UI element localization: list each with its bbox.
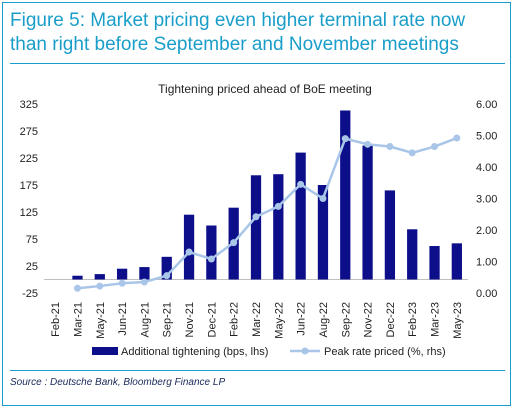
right-tick-label: 5.00: [476, 131, 497, 143]
line-path: [77, 136, 458, 290]
bar: [72, 275, 83, 280]
left-tick-label: -25: [22, 288, 38, 300]
bar: [183, 214, 195, 280]
line-point: [207, 255, 215, 263]
line-point: [140, 278, 148, 286]
line-point: [341, 135, 349, 143]
line-point: [96, 282, 104, 290]
bar: [317, 185, 329, 280]
legend-bar-label: Additional tightening (bps, lhs): [121, 346, 268, 358]
left-tick-label: 25: [26, 261, 38, 273]
x-tick-label: Dec-22: [385, 302, 397, 337]
bar: [273, 174, 284, 280]
chart-title: Tightening priced ahead of BoE meeting: [158, 82, 372, 96]
legend-line-label: Peak rate priced (%, rhs): [324, 346, 446, 358]
line-point: [297, 180, 305, 188]
title-divider: [10, 63, 505, 64]
bar: [94, 274, 105, 280]
right-tick-label: 0.00: [476, 288, 497, 300]
x-tick-label: Feb-21: [50, 302, 62, 337]
source-divider: [10, 370, 505, 371]
x-tick-label: May-22: [273, 302, 285, 339]
figure-title: Figure 5: Market pricing even higher ter…: [10, 10, 466, 55]
chart: Tightening priced ahead of BoE meeting 3…: [20, 82, 498, 358]
x-tick-label: Feb-22: [229, 302, 241, 337]
bar: [362, 145, 373, 280]
bar: [384, 190, 396, 280]
left-tick-label: 75: [26, 234, 38, 246]
right-axis-ticks: 6.00 5.00 4.00 3.00 2.00 1.00 0.00: [476, 99, 497, 300]
x-tick-label: Sep-21: [162, 302, 174, 337]
bar: [116, 268, 128, 280]
bar: [295, 152, 306, 280]
x-tick-label: Sep-22: [340, 302, 352, 337]
line-point: [408, 149, 416, 157]
line-point: [252, 213, 260, 221]
x-tick-label: Mar-23: [430, 302, 442, 337]
line-point: [364, 140, 372, 148]
line-point: [185, 248, 193, 256]
left-tick-label: 125: [20, 207, 38, 219]
bar-series: [72, 110, 462, 280]
bar: [429, 246, 440, 280]
x-tick-label: Nov-21: [184, 302, 196, 337]
source-note: Source : Deutsche Bank, Bloomberg Financ…: [10, 377, 226, 388]
x-tick-label: Dec-21: [206, 302, 218, 337]
bar: [250, 175, 262, 280]
line-point: [431, 143, 439, 151]
x-tick-label: Jun-22: [296, 302, 308, 336]
x-tick-label: Aug-21: [139, 302, 151, 337]
x-axis-ticks: Feb-21 Mar-21 May-21 Jun-21 Aug-21 Sep-21 Nov-…: [50, 302, 464, 339]
bar: [340, 110, 351, 280]
x-tick-label: Mar-22: [251, 302, 263, 337]
right-tick-label: 1.00: [476, 257, 497, 269]
bar: [161, 256, 172, 280]
left-tick-label: 225: [20, 153, 38, 165]
legend: Additional tightening (bps, lhs) Peak ra…: [92, 346, 446, 358]
left-tick-label: 175: [20, 180, 38, 192]
x-tick-label: Mar-21: [72, 302, 84, 337]
bar: [139, 267, 150, 280]
right-tick-label: 3.00: [476, 194, 497, 206]
x-tick-label: Aug-22: [318, 302, 330, 337]
line-point: [163, 272, 171, 280]
line-point: [73, 284, 81, 292]
x-tick-label: Feb-23: [407, 302, 419, 337]
line-series: [73, 134, 461, 292]
x-tick-label: May-23: [452, 302, 464, 339]
line-point: [386, 143, 394, 151]
line-point: [230, 239, 238, 247]
legend-bar-swatch: [92, 347, 118, 355]
left-tick-label: 325: [20, 99, 38, 111]
bar: [407, 229, 418, 280]
left-tick-label: 275: [20, 126, 38, 138]
right-tick-label: 4.00: [476, 162, 497, 174]
bar: [206, 225, 217, 280]
right-tick-label: 2.00: [476, 225, 497, 237]
line-point: [274, 202, 282, 210]
line-point: [319, 195, 327, 202]
bar: [451, 243, 462, 280]
left-axis-ticks: 325 275 225 175 125 75 25 -25: [20, 99, 38, 300]
x-tick-label: Nov-22: [363, 302, 375, 337]
x-tick-label: May-21: [95, 302, 107, 339]
line-point: [453, 134, 461, 142]
line-point: [118, 279, 126, 287]
right-tick-label: 6.00: [476, 99, 497, 111]
legend-line-marker: [301, 347, 309, 355]
figure-frame: [2, 2, 511, 406]
x-tick-label: Jun-21: [117, 302, 129, 336]
